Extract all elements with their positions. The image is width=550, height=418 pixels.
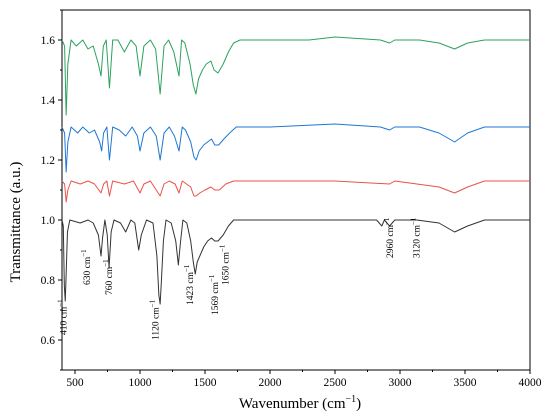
x-tick-label: 3500 xyxy=(454,377,477,389)
x-axis-title: Wavenumber (cm−1) xyxy=(239,394,361,412)
spectrum-line-4 xyxy=(61,219,530,305)
peak-label-text: 1423 cm xyxy=(186,271,196,305)
plot-frame xyxy=(61,9,531,371)
peak-label-text: 1569 cm xyxy=(211,281,221,315)
spectrum-line-3 xyxy=(61,180,530,203)
x-tick-label: 3000 xyxy=(389,377,412,389)
peak-label-text: 2960 cm xyxy=(386,224,396,258)
spectrum-line-2 xyxy=(61,123,530,173)
peak-label-sup: −1 xyxy=(56,299,64,307)
series-layer xyxy=(61,36,530,305)
peak-label: 760 cm−1 xyxy=(102,259,115,295)
y-axis-ticks: 0.6 0.8 1.0 1.2 1.4 1.6 xyxy=(41,9,62,371)
x-tick-label: 2500 xyxy=(324,377,347,389)
x-axis-title-close: ) xyxy=(356,396,361,412)
peak-label-text: 3120 cm xyxy=(413,224,423,258)
spectrum-line-1 xyxy=(61,36,530,116)
peak-label-sup: −1 xyxy=(183,264,191,272)
peak-label: 1650 cm−1 xyxy=(219,244,232,285)
peak-label-sup: −1 xyxy=(383,217,391,225)
peak-label-sup: −1 xyxy=(80,249,88,257)
peak-label: 630 cm−1 xyxy=(80,249,93,285)
x-tick-label: 1000 xyxy=(129,377,152,389)
y-tick-label: 0.8 xyxy=(41,275,56,287)
plot-border xyxy=(61,9,531,371)
y-tick-label: 1.2 xyxy=(41,155,56,167)
peak-label-text: 630 cm xyxy=(83,256,93,285)
y-tick-label: 1.4 xyxy=(41,95,56,107)
x-tick-label: 4000 xyxy=(519,377,542,389)
x-axis-title-sup: −1 xyxy=(346,394,357,405)
peak-label-sup: −1 xyxy=(149,299,157,307)
x-tick-label: 2000 xyxy=(259,377,282,389)
peak-label: 410 cm−1 xyxy=(56,299,69,335)
peak-label: 1569 cm−1 xyxy=(208,274,221,315)
peak-label-text: 1120 cm xyxy=(152,307,162,340)
peak-label-sup: −1 xyxy=(102,259,110,267)
x-axis-ticks: 500 1000 1500 2000 2500 3000 3500 4000 xyxy=(66,370,542,389)
peak-label-text: 760 cm xyxy=(105,266,115,295)
peak-label-sup: −1 xyxy=(219,244,227,252)
x-tick-label: 500 xyxy=(66,377,84,389)
y-tick-label: 1.6 xyxy=(41,35,56,47)
peak-label: 1120 cm−1 xyxy=(149,299,162,340)
peak-label-text: 410 cm xyxy=(59,306,69,335)
peak-label-text: 1650 cm xyxy=(222,251,232,285)
peak-label: 2960 cm−1 xyxy=(383,217,396,258)
peak-label: 3120 cm−1 xyxy=(410,217,423,258)
x-axis-title-main: Wavenumber (cm xyxy=(239,396,346,412)
y-tick-label: 0.6 xyxy=(41,335,56,347)
x-tick-label: 1500 xyxy=(194,377,217,389)
peak-label-sup: −1 xyxy=(410,217,418,225)
y-axis-title: Transmittance (a.u.) xyxy=(8,162,24,283)
peak-label: 1423 cm−1 xyxy=(183,264,196,305)
peak-label-sup: −1 xyxy=(208,274,216,282)
y-tick-label: 1.0 xyxy=(41,215,56,227)
